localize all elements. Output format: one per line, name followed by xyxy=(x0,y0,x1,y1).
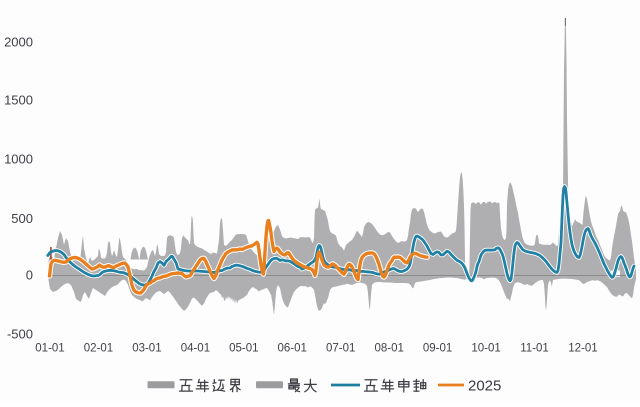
svg-text:01-01: 01-01 xyxy=(35,343,64,355)
svg-text:02-01: 02-01 xyxy=(84,343,113,355)
svg-text:1500: 1500 xyxy=(4,93,33,108)
svg-text:0: 0 xyxy=(26,268,33,283)
svg-text:04-01: 04-01 xyxy=(181,343,210,355)
svg-text:06-01: 06-01 xyxy=(277,343,306,355)
svg-text:03-01: 03-01 xyxy=(132,343,161,355)
svg-text:2000: 2000 xyxy=(4,35,33,50)
svg-text:09-01: 09-01 xyxy=(423,343,452,355)
svg-text:1000: 1000 xyxy=(4,152,33,167)
svg-text:500: 500 xyxy=(11,211,33,226)
svg-text:05-01: 05-01 xyxy=(229,343,258,355)
svg-text:07-01: 07-01 xyxy=(326,343,355,355)
svg-text:08-01: 08-01 xyxy=(374,343,403,355)
svg-text:10-01: 10-01 xyxy=(471,343,500,355)
svg-text:2025: 2025 xyxy=(468,378,501,395)
svg-text:11-01: 11-01 xyxy=(520,343,549,355)
svg-text:12-01: 12-01 xyxy=(568,343,597,355)
svg-text:-500: -500 xyxy=(7,327,33,342)
